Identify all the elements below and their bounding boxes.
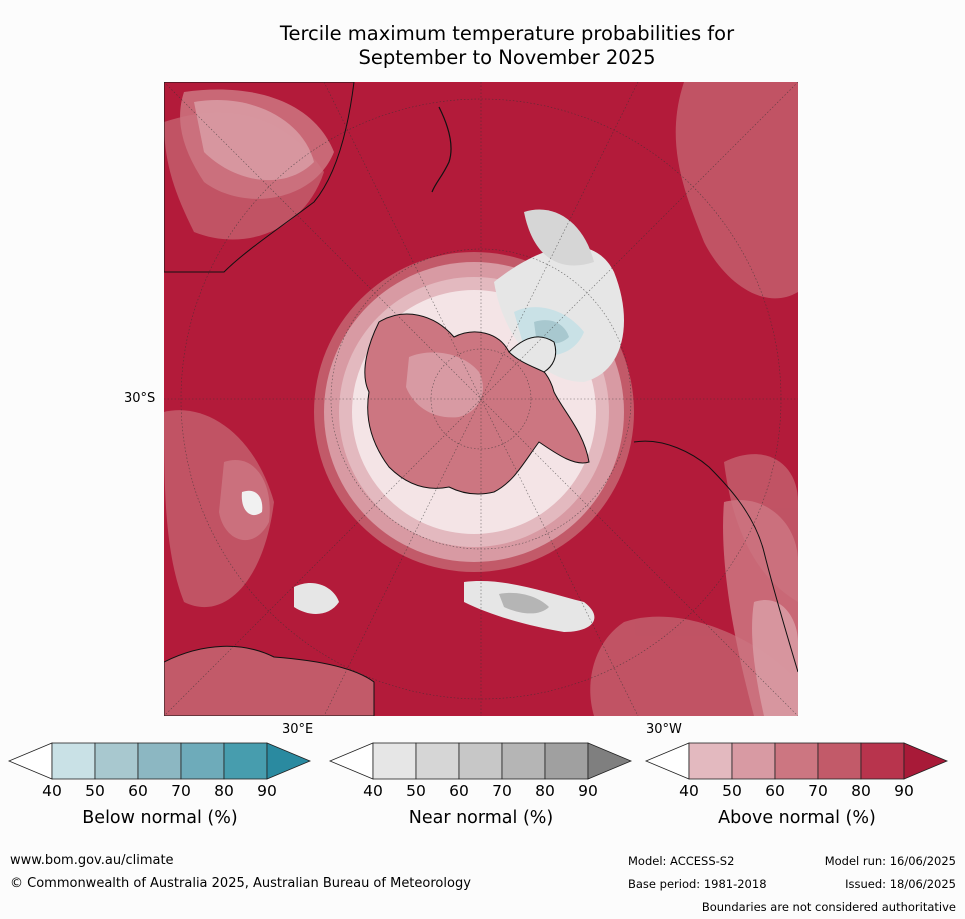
tick-above-90: 90 bbox=[894, 782, 914, 800]
colorbar-label-near: Near normal (%) bbox=[408, 808, 554, 828]
colorbar-near-min-arrow bbox=[328, 742, 374, 780]
probability-map bbox=[164, 82, 798, 716]
colorbar-label-below: Below normal (%) bbox=[82, 808, 238, 828]
colorbar-near-bin-70 bbox=[501, 742, 546, 780]
colorbar-below-bin-70 bbox=[180, 742, 225, 780]
title-line-1: Tercile maximum temperature probabilitie… bbox=[279, 22, 735, 45]
tick-near-40: 40 bbox=[363, 782, 383, 800]
colorbar-above-bin-60 bbox=[774, 742, 819, 780]
colorbar-near-bin-40 bbox=[372, 742, 417, 780]
footer-url[interactable]: www.bom.gov.au/climate bbox=[10, 853, 174, 868]
tick-below-50: 50 bbox=[85, 782, 105, 800]
colorbar-above-bin-70 bbox=[817, 742, 862, 780]
colorbar-below-bin-60 bbox=[137, 742, 182, 780]
tick-near-60: 60 bbox=[449, 782, 469, 800]
colorbar-near-graphic bbox=[328, 742, 633, 780]
colorbar-near-bin-50 bbox=[415, 742, 460, 780]
colorbar-below-min-arrow bbox=[7, 742, 53, 780]
colorbar-above-bin-40 bbox=[688, 742, 733, 780]
colorbar-above-max-arrow bbox=[903, 742, 949, 780]
footer-disclaimer: Boundaries are not considered authoritat… bbox=[701, 900, 956, 914]
tick-near-50: 50 bbox=[406, 782, 426, 800]
colorbar-near-normal bbox=[328, 742, 633, 780]
footer-issued: Issued: 18/06/2025 bbox=[845, 877, 956, 891]
footer-model: Model: ACCESS-S2 bbox=[628, 854, 735, 868]
tick-near-70: 70 bbox=[492, 782, 512, 800]
colorbar-below-max-arrow bbox=[266, 742, 312, 780]
colorbar-near-bin-60 bbox=[458, 742, 503, 780]
tick-above-70: 70 bbox=[808, 782, 828, 800]
tick-below-40: 40 bbox=[42, 782, 62, 800]
colorbar-above-normal bbox=[644, 742, 949, 780]
colorbar-above-bin-80 bbox=[860, 742, 905, 780]
tick-above-80: 80 bbox=[851, 782, 871, 800]
colorbar-above-bin-50 bbox=[731, 742, 776, 780]
tick-below-70: 70 bbox=[171, 782, 191, 800]
tick-near-90: 90 bbox=[578, 782, 598, 800]
colorbar-below-bin-50 bbox=[94, 742, 139, 780]
colorbar-below-normal bbox=[7, 742, 312, 780]
tick-below-90: 90 bbox=[257, 782, 277, 800]
colorbar-below-bin-80 bbox=[223, 742, 268, 780]
colorbar-above-graphic bbox=[644, 742, 949, 780]
footer-base-period: Base period: 1981-2018 bbox=[628, 877, 767, 891]
footer-copyright: © Commonwealth of Australia 2025, Austra… bbox=[10, 876, 471, 891]
colorbar-above-min-arrow bbox=[644, 742, 690, 780]
colorbar-near-max-arrow bbox=[587, 742, 633, 780]
colorbar-label-above: Above normal (%) bbox=[718, 808, 876, 828]
tick-near-80: 80 bbox=[535, 782, 555, 800]
tick-above-50: 50 bbox=[722, 782, 742, 800]
tick-below-60: 60 bbox=[128, 782, 148, 800]
map-title: Tercile maximum temperature probabilitie… bbox=[164, 22, 850, 70]
colorbar-near-bin-80 bbox=[544, 742, 589, 780]
colorbar-below-graphic bbox=[7, 742, 312, 780]
longitude-label-30e: 30°E bbox=[282, 722, 314, 737]
tick-above-60: 60 bbox=[765, 782, 785, 800]
colorbar-below-bin-40 bbox=[51, 742, 96, 780]
title-line-2: September to November 2025 bbox=[358, 46, 656, 69]
longitude-label-30w: 30°W bbox=[646, 722, 682, 737]
latitude-label-30s: 30°S bbox=[124, 391, 156, 406]
footer-model-run: Model run: 16/06/2025 bbox=[824, 854, 956, 868]
tick-above-40: 40 bbox=[679, 782, 699, 800]
tick-below-80: 80 bbox=[214, 782, 234, 800]
